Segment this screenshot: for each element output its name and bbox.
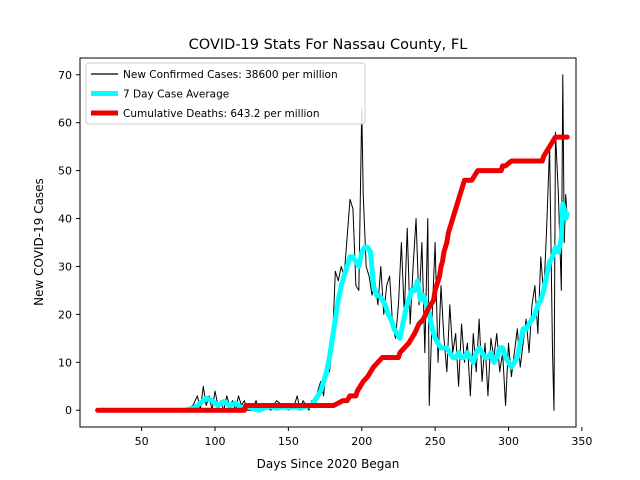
x-tick-label: 50: [135, 435, 149, 448]
plot-frame: [79, 57, 577, 428]
legend-label-2: Cumulative Deaths: 643.2 per million: [123, 108, 320, 120]
x-tick-label: 200: [351, 435, 372, 448]
x-tick-label: 100: [205, 435, 226, 448]
x-axis-label: Days Since 2020 Began: [257, 457, 400, 471]
x-axis-ticks: 50 100 150 200 250 300 350: [135, 427, 592, 448]
x-tick-label: 150: [278, 435, 299, 448]
legend-frame: [85, 62, 366, 125]
plot-area: [79, 57, 577, 428]
x-tick-label: 300: [498, 435, 519, 448]
y-tick-label: 70: [58, 69, 72, 82]
x-tick-label: 350: [571, 435, 592, 448]
chart-legend: New Confirmed Cases: 38600 per million 7 …: [85, 62, 366, 125]
series-line-2: [95, 134, 570, 413]
series-layer: [95, 74, 570, 413]
series-line-1: [183, 201, 570, 413]
legend-label-1: 7 Day Case Average: [123, 89, 229, 101]
y-tick-label: 0: [65, 404, 72, 417]
legend-label-0: New Confirmed Cases: 38600 per million: [123, 69, 338, 81]
y-tick-label: 30: [58, 260, 72, 273]
y-tick-label: 20: [58, 308, 72, 321]
chart-title: COVID-19 Stats For Nassau County, FL: [189, 37, 468, 53]
y-tick-label: 40: [58, 213, 72, 226]
y-tick-label: 60: [58, 117, 72, 130]
y-tick-label: 10: [58, 356, 72, 369]
y-tick-label: 50: [58, 165, 72, 178]
y-axis-label: New COVID-19 Cases: [32, 178, 46, 306]
series-line-0: [97, 74, 568, 411]
y-axis-ticks: 0 10 20 30 40 50 60 70: [58, 69, 80, 417]
x-tick-label: 250: [425, 435, 446, 448]
